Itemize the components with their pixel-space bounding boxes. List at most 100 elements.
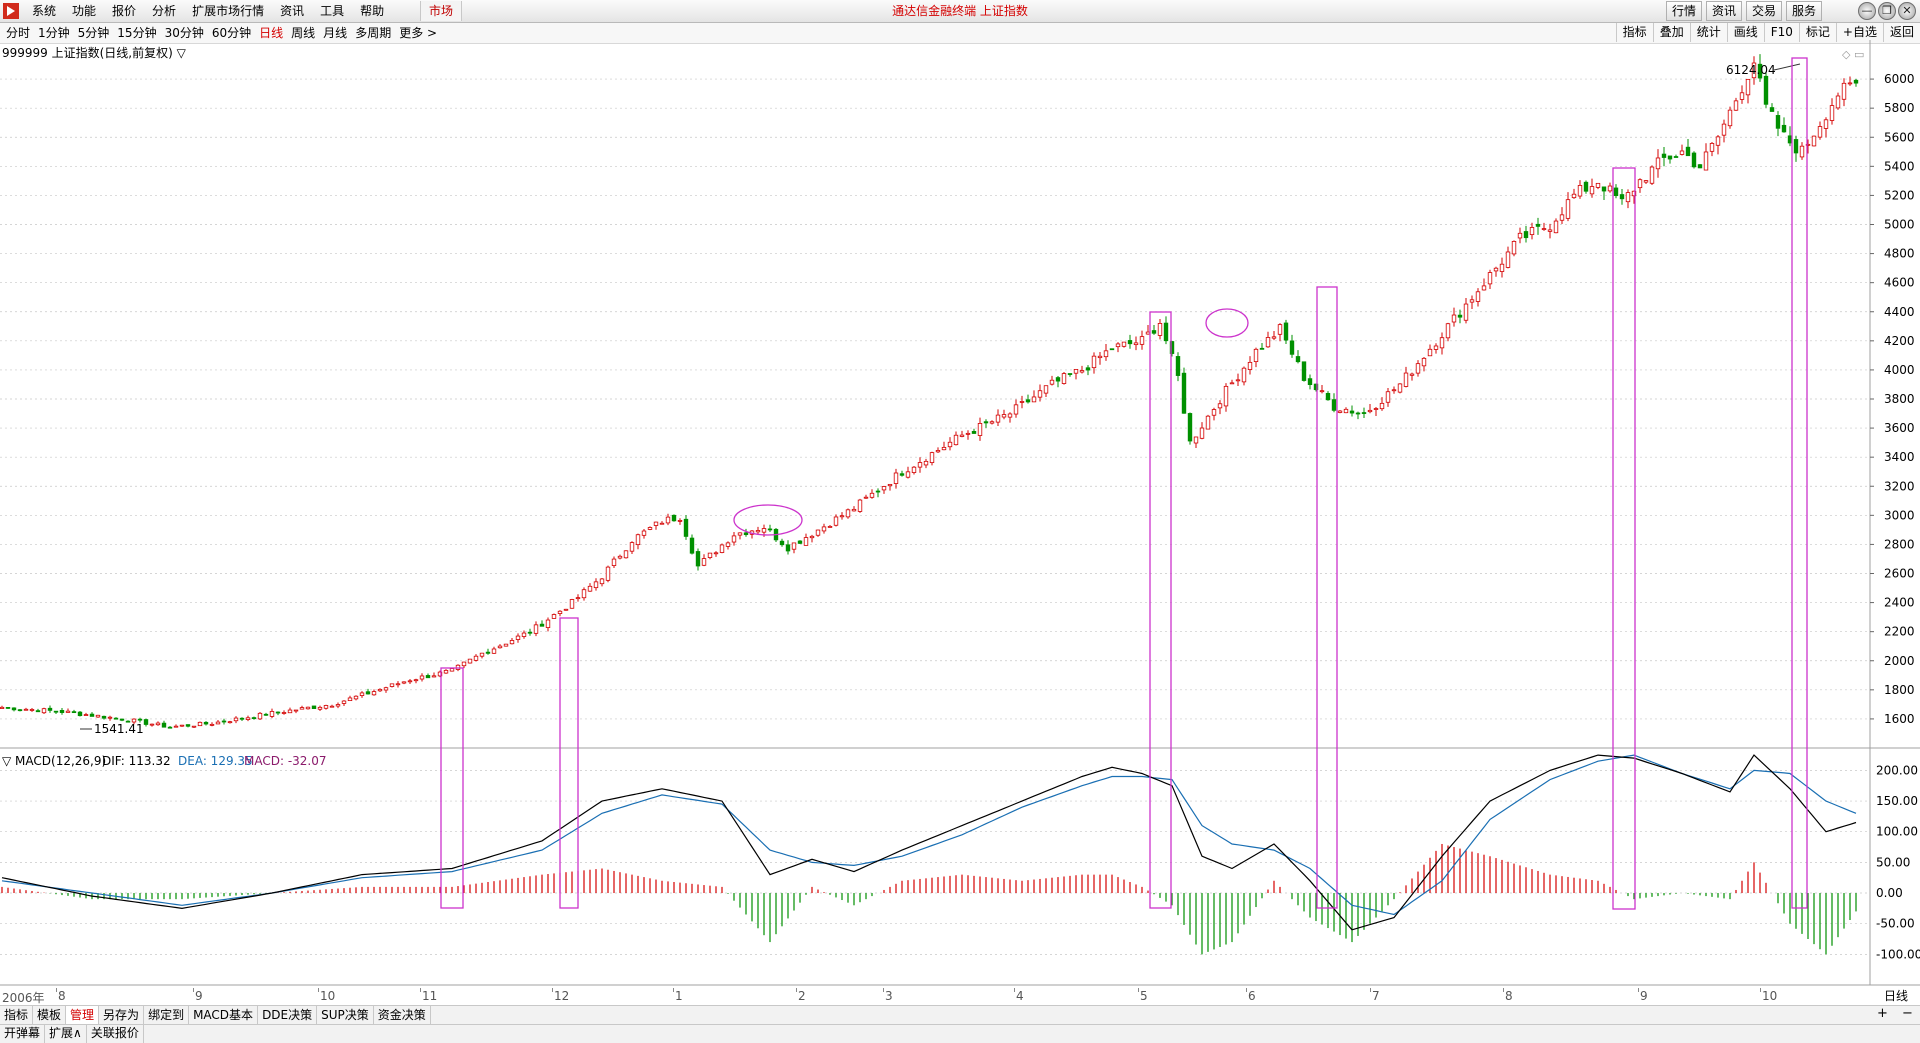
indicator-tab-1[interactable]: 模板: [33, 1006, 67, 1024]
candle: [209, 723, 215, 726]
period-tab-6[interactable]: 日线: [259, 26, 284, 40]
macd-tick-label: 50.00: [1876, 855, 1910, 869]
period-tab-7[interactable]: 周线: [291, 26, 316, 40]
chart-header[interactable]: 999999 上证指数(日线,前复权) ▽: [2, 46, 186, 60]
top-button-2[interactable]: 交易: [1745, 1, 1782, 21]
candle: [719, 544, 725, 553]
window-button-0[interactable]: —: [1858, 2, 1876, 20]
tool-button-6[interactable]: +自选: [1835, 23, 1883, 42]
window-button-1[interactable]: ❐: [1878, 2, 1896, 20]
period-tab-2[interactable]: 5分钟: [77, 26, 110, 40]
tool-button-4[interactable]: F10: [1763, 23, 1799, 42]
candle: [1247, 361, 1253, 370]
candle: [407, 680, 413, 683]
indicator-tab-0[interactable]: 指标: [0, 1006, 34, 1024]
indicator-tab-6[interactable]: DDE决策: [258, 1006, 318, 1024]
bottom-tab-0[interactable]: 开弹幕: [0, 1025, 46, 1043]
menu-item-0[interactable]: 系统: [32, 4, 57, 18]
candle: [113, 717, 119, 720]
tool-button-2[interactable]: 统计: [1689, 23, 1727, 42]
period-tab-4[interactable]: 30分钟: [164, 26, 204, 40]
period-tab-8[interactable]: 月线: [323, 26, 348, 40]
highlight-box[interactable]: [559, 617, 579, 909]
candle: [1487, 272, 1493, 285]
top-button-1[interactable]: 资讯: [1705, 1, 1742, 21]
candle: [1145, 331, 1151, 335]
candle: [1193, 436, 1199, 444]
candle: [599, 578, 605, 585]
menu-item-5[interactable]: 资讯: [280, 4, 305, 18]
candle: [1643, 180, 1649, 183]
tool-button-7[interactable]: 返回: [1882, 23, 1920, 42]
candle: [281, 712, 287, 714]
date-tick: [1014, 988, 1015, 992]
date-axis-month: 8: [1505, 989, 1513, 1003]
macd-dea-value: DEA: 129.35: [178, 754, 253, 768]
candle: [485, 651, 491, 654]
zoom-button-0[interactable]: +: [1877, 1006, 1888, 1021]
chart-corner-icons[interactable]: ◇ ▭: [1842, 48, 1865, 61]
period-toolbar: 分时 1分钟 5分钟 15分钟 30分钟 60分钟 日线 周线 月线 多周期 更多 > 指标 叠加 统计…: [0, 23, 1920, 44]
highlight-ellipse[interactable]: [1205, 308, 1249, 338]
indicator-tab-2[interactable]: 管理: [66, 1006, 100, 1024]
candle: [173, 725, 179, 728]
bottom-tab-1[interactable]: 扩展∧: [45, 1025, 87, 1043]
candle: [857, 499, 863, 512]
period-tab-3[interactable]: 15分钟: [117, 26, 157, 40]
market-tab[interactable]: 市场: [420, 1, 463, 21]
period-tab-1[interactable]: 1分钟: [38, 26, 70, 40]
highlight-box[interactable]: [440, 667, 464, 909]
period-tab-0[interactable]: 分时: [6, 26, 31, 40]
candle: [713, 552, 719, 555]
candle: [1697, 164, 1703, 169]
menu-item-6[interactable]: 工具: [320, 4, 345, 18]
candle: [101, 715, 107, 719]
highlight-box[interactable]: [1316, 286, 1338, 909]
candle: [869, 492, 875, 498]
highlight-box[interactable]: [1149, 311, 1172, 909]
candle: [1313, 383, 1319, 391]
candle: [239, 717, 245, 720]
chart-canvas[interactable]: 1600 1800 2000 2200 2400 2600 2800 3000 3200 3400…: [0, 40, 1920, 988]
candle: [1013, 404, 1019, 415]
tool-button-5[interactable]: 标记: [1798, 23, 1836, 42]
candle: [473, 655, 479, 661]
candle: [35, 710, 41, 713]
tool-button-0[interactable]: 指标: [1615, 23, 1653, 42]
indicator-tab-8[interactable]: 资金决策: [374, 1006, 431, 1024]
indicator-tab-7[interactable]: SUP决策: [317, 1006, 374, 1024]
candle: [443, 669, 449, 674]
indicator-tab-5[interactable]: MACD基本: [189, 1006, 259, 1024]
menu-item-1[interactable]: 功能: [72, 4, 97, 18]
candle: [1157, 323, 1163, 336]
date-axis-month: 12: [554, 989, 570, 1003]
candle: [845, 509, 851, 518]
indicator-tab-3[interactable]: 另存为: [99, 1006, 145, 1024]
date-axis-month: 10: [320, 989, 336, 1003]
tool-button-1[interactable]: 叠加: [1652, 23, 1690, 42]
menu-item-7[interactable]: 帮助: [360, 4, 385, 18]
window-button-2[interactable]: ✕: [1898, 2, 1916, 20]
candle: [581, 589, 587, 599]
candle: [1679, 150, 1685, 155]
candle: [5, 707, 11, 709]
period-tab-9[interactable]: 多周期: [355, 26, 392, 40]
candle: [1265, 337, 1271, 348]
indicator-tab-4[interactable]: 绑定到: [144, 1006, 190, 1024]
price-tick-label: 3800: [1884, 392, 1915, 406]
top-button-3[interactable]: 服务: [1785, 1, 1822, 21]
period-tab-5[interactable]: 60分钟: [211, 26, 252, 40]
candle: [95, 714, 101, 718]
highlight-box[interactable]: [1791, 57, 1808, 909]
menu-item-2[interactable]: 报价: [112, 4, 137, 18]
top-button-0[interactable]: 行情: [1665, 1, 1702, 21]
menu-item-4[interactable]: 扩展市场行情: [192, 4, 265, 18]
highlight-ellipse[interactable]: [733, 504, 803, 536]
highlight-box[interactable]: [1612, 167, 1636, 910]
tool-button-3[interactable]: 画线: [1726, 23, 1764, 42]
zoom-button-1[interactable]: −: [1902, 1006, 1913, 1021]
period-tab-10[interactable]: 更多 >: [399, 26, 438, 40]
menu-item-3[interactable]: 分析: [152, 4, 177, 18]
candle: [1463, 303, 1469, 321]
bottom-tab-2[interactable]: 关联报价: [87, 1025, 144, 1043]
